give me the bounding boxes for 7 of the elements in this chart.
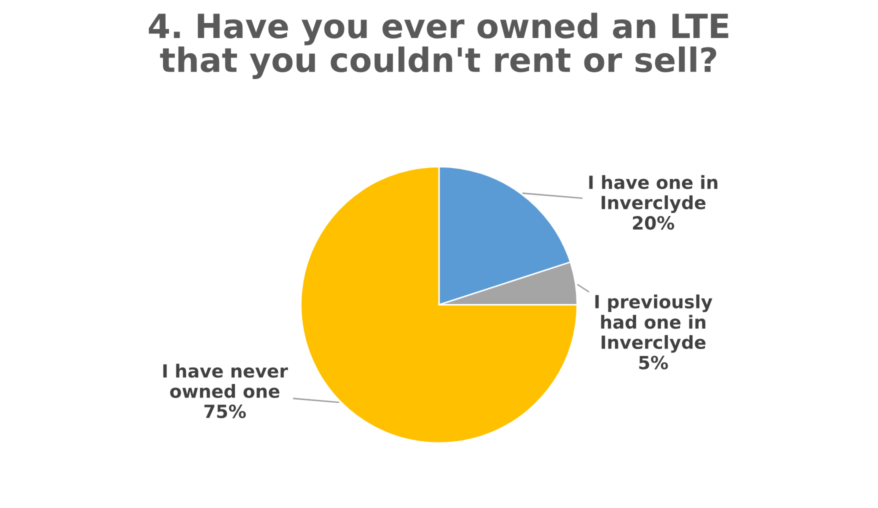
slice-label: I previously had one in Inverclyde: [595, 294, 712, 353]
chart-title: 4. Have you ever owned an LTE that you couldn't rent or sell?: [148, 12, 728, 80]
slice-label: I have one in Inverclyde: [589, 175, 718, 213]
data-label: 75%: [204, 404, 246, 418]
data-label: 5%: [639, 356, 668, 370]
data-label: 20%: [632, 216, 674, 230]
slice-label: I have never owned one: [163, 364, 288, 398]
